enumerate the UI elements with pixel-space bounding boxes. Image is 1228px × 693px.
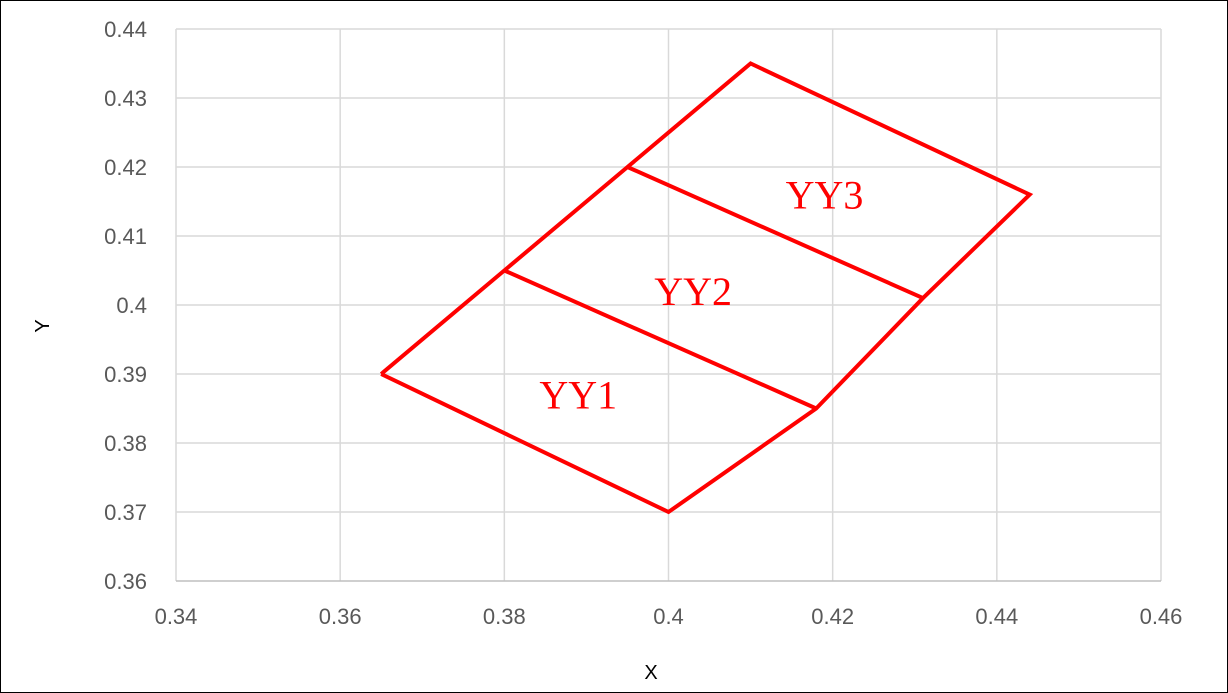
region-labels: YY1 YY2 YY3 [539, 173, 863, 418]
x-tick-label: 0.42 [811, 604, 854, 629]
divider-line-1 [503, 268, 818, 411]
y-tick-label: 0.42 [104, 155, 147, 180]
y-tick-label: 0.36 [104, 569, 147, 594]
x-tick-label: 0.34 [155, 604, 198, 629]
y-tick-label: 0.41 [104, 224, 147, 249]
gridlines [175, 28, 1162, 581]
series-lines [379, 61, 1034, 515]
y-tick-label: 0.37 [104, 500, 147, 525]
y-tick-label: 0.44 [104, 17, 147, 42]
x-axis-title: X [644, 662, 657, 684]
divider-line-2 [626, 165, 924, 300]
axes: 0.34 0.36 0.38 0.4 0.42 0.44 0.46 0.36 0.37 0.38 0… [104, 17, 1182, 629]
x-tick-label: 0.46 [1140, 604, 1183, 629]
x-tick-label: 0.4 [653, 604, 684, 629]
region-label-yy1: YY1 [539, 373, 617, 418]
y-tick-label: 0.4 [116, 293, 147, 318]
region-label-yy3: YY3 [786, 173, 864, 218]
region-label-yy2: YY2 [654, 269, 732, 314]
x-tick-label: 0.38 [483, 604, 526, 629]
y-tick-label: 0.39 [104, 362, 147, 387]
y-axis-title: Y [32, 319, 54, 332]
x-tick-label: 0.44 [975, 604, 1018, 629]
y-tick-label: 0.38 [104, 431, 147, 456]
x-tick-label: 0.36 [319, 604, 362, 629]
outline-series-line [379, 61, 1034, 515]
y-tick-label: 0.43 [104, 86, 147, 111]
